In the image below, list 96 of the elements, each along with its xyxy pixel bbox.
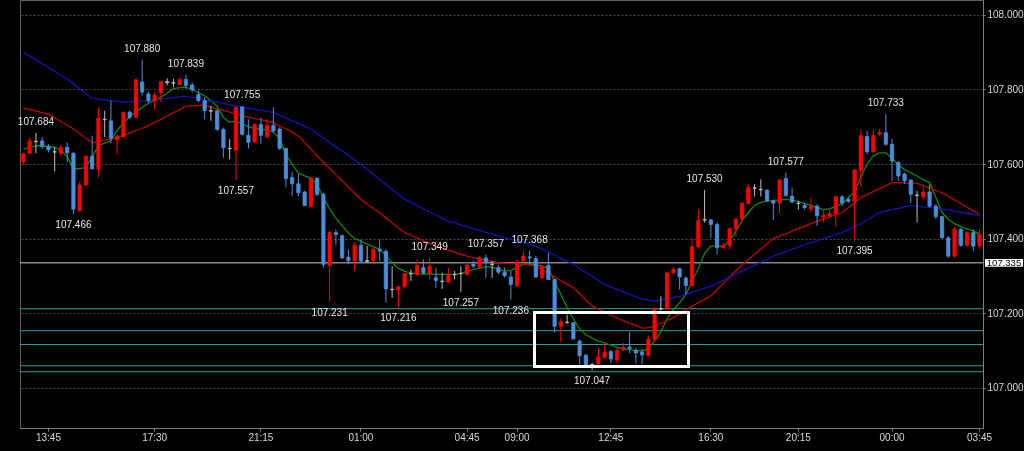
annotation: 107.231 [311, 306, 349, 318]
candlestick [533, 255, 538, 279]
candlestick [633, 347, 638, 364]
annotation: 107.839 [167, 57, 205, 69]
candlestick [427, 257, 432, 281]
candlestick [815, 203, 820, 227]
candlestick [52, 146, 57, 172]
candlestick [265, 118, 270, 139]
candlestick [565, 314, 570, 325]
candlestick [358, 238, 363, 264]
candlestick [333, 228, 338, 246]
candlestick [221, 127, 226, 159]
candlestick [915, 190, 920, 224]
x-tick-label: 03:45 [967, 431, 993, 443]
candlestick [183, 74, 188, 90]
candlestick [340, 234, 345, 260]
candlestick [215, 108, 220, 132]
candlestick [377, 238, 382, 262]
candlestick [208, 105, 213, 122]
candlestick [140, 59, 145, 96]
x-tick-label: 01:00 [348, 431, 374, 443]
x-tick-label: 12:45 [598, 431, 624, 443]
annotation: 107.557 [217, 185, 255, 197]
candlestick [640, 348, 645, 366]
candlestick [946, 235, 951, 259]
candlestick [702, 189, 707, 224]
annotation: 107.466 [55, 219, 92, 230]
candlestick [483, 254, 488, 279]
candlestick [65, 141, 70, 163]
x-tick-label: 17:30 [142, 431, 168, 443]
y-tick-label: 107.600 [987, 158, 1024, 170]
candlestick [890, 138, 895, 182]
candlestick [908, 178, 913, 204]
candlestick [227, 138, 232, 160]
candlestick [390, 265, 395, 299]
y-tick-label: 107.200 [987, 307, 1024, 319]
annotation: 107.357 [467, 237, 505, 249]
candlestick [833, 195, 838, 228]
y-tick-label: 107.400 [987, 233, 1024, 245]
annotation: 107.577 [767, 155, 805, 167]
ref-line-label: 107.335 [986, 256, 1022, 268]
candlestick [508, 270, 513, 301]
x-tick-label: 04:45 [454, 431, 481, 443]
candlestick [865, 130, 870, 155]
candlestick [883, 113, 888, 147]
annotation: 107.216 [380, 312, 417, 324]
annotation: 107.257 [442, 296, 480, 308]
candlestick [771, 198, 776, 221]
x-tick-label: 13:45 [35, 431, 62, 443]
candlestick [408, 269, 413, 282]
annotation: 107.733 [867, 97, 905, 109]
candlestick [102, 110, 107, 138]
y-tick-label: 107.000 [987, 382, 1024, 394]
candlestick [115, 133, 120, 155]
annotation: 107.047 [574, 375, 611, 387]
candlestick [715, 222, 720, 255]
x-tick-label: 21:15 [248, 431, 274, 443]
candlestick [515, 258, 520, 288]
candlestick [746, 183, 751, 206]
candlestick [458, 265, 463, 293]
candlestick [658, 295, 663, 311]
candlestick [252, 122, 257, 143]
x-tick-label: 09:00 [504, 431, 531, 443]
candlestick [90, 135, 95, 170]
candlestick [733, 217, 738, 237]
candlestick [683, 275, 688, 296]
y-tick-label: 108.000 [987, 9, 1024, 21]
candlestick [927, 183, 932, 209]
candlestick [577, 339, 582, 366]
candlestick [627, 330, 632, 354]
candlestick [977, 228, 982, 250]
candlestick [558, 317, 563, 343]
annotation: 107.368 [511, 233, 549, 245]
annotation: 107.684 [17, 115, 55, 127]
candlestick [440, 272, 445, 290]
annotation: 107.530 [686, 173, 724, 185]
candlestick [108, 100, 113, 144]
candlestick [246, 118, 251, 149]
candlestick [352, 241, 357, 272]
x-tick-label: 20:15 [785, 431, 812, 443]
candlestick [315, 176, 320, 197]
candlestick [433, 267, 438, 289]
annotation: 107.755 [224, 89, 261, 101]
annotation: 107.395 [836, 245, 874, 257]
candlestick [777, 178, 782, 214]
candlestick [290, 171, 295, 197]
candlestick [958, 227, 963, 248]
x-tick-label: 00:00 [879, 431, 906, 443]
candlestick [758, 178, 763, 197]
candlestick [940, 214, 945, 240]
annotation: 107.880 [124, 42, 161, 54]
candlestick [258, 116, 263, 145]
candlestick [971, 228, 976, 252]
y-tick-label: 107.800 [987, 83, 1024, 95]
candlestick [33, 132, 38, 154]
x-tick-label: 16:30 [698, 431, 724, 443]
